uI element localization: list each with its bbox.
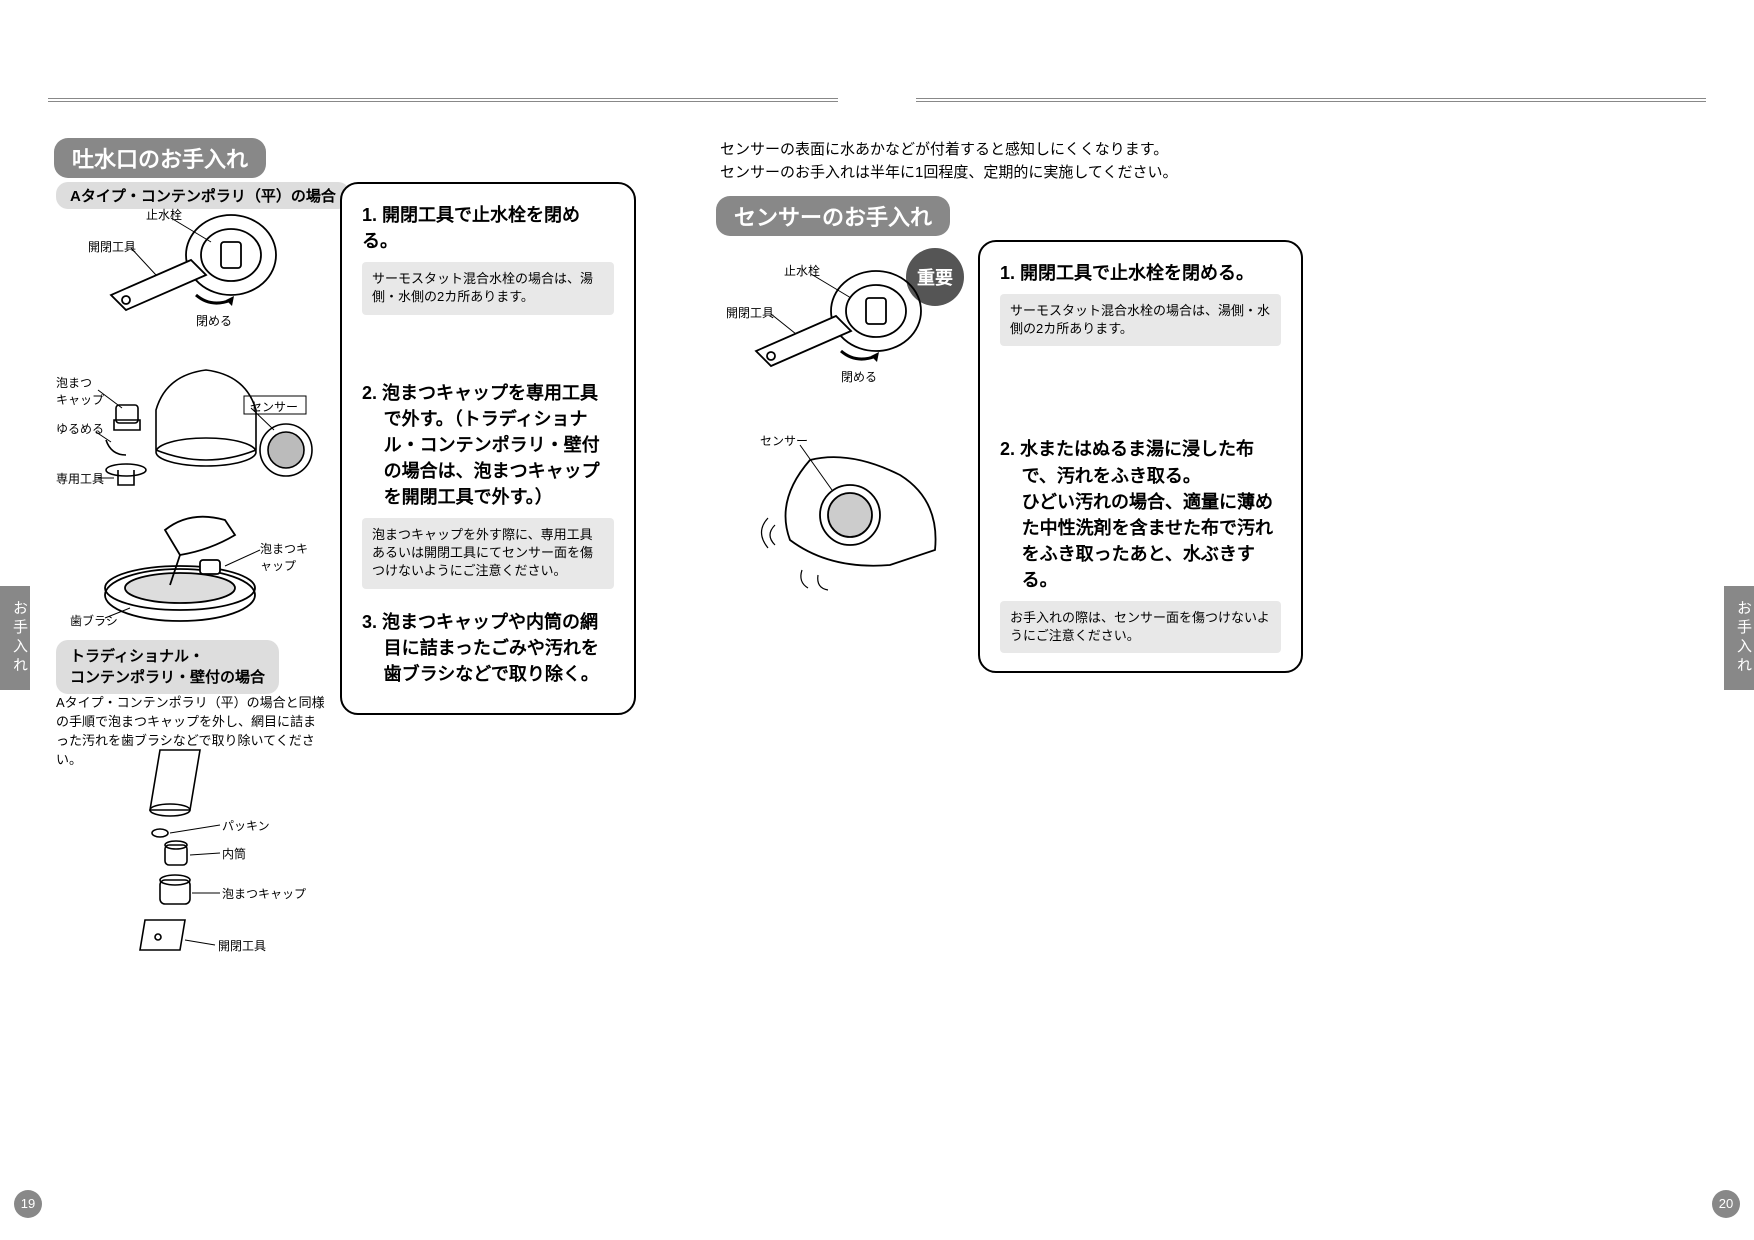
step-note: サーモスタット混合水栓の場合は、湯側・水側の2カ所あります。	[362, 262, 614, 314]
step-title: 1. 開閉工具で止水栓を閉める。	[362, 202, 614, 254]
step-3: 3. 泡まつキャップや内筒の網目に詰まったごみや汚れを歯ブラシなどで取り除く。	[362, 609, 614, 687]
label-sensor: センサー	[250, 398, 298, 415]
side-tab-left: お手入れ	[0, 586, 30, 690]
label-stop-valve: 止水栓	[146, 206, 182, 223]
intro-text: センサーの表面に水あかなどが付着すると感知しにくくなります。 センサーのお手入れ…	[720, 138, 1360, 185]
label-tool-r: 開閉工具	[726, 304, 774, 321]
step-title: 2. 水またはぬるま湯に浸した布で、汚れをふき取る。 ひどい汚れの場合、適量に薄…	[1000, 436, 1281, 593]
step-title: 2. 泡まつキャップを専用工具で外す。（トラディショナル・コンテンポラリ・壁付の…	[362, 380, 614, 510]
figure-valve-right: 止水栓 開閉工具 閉める	[716, 256, 976, 406]
figure-sensor-clean: センサー	[730, 430, 970, 600]
step-1: 1. 開閉工具で止水栓を閉める。 サーモスタット混合水栓の場合は、湯側・水側の2…	[362, 202, 614, 315]
steps-box-left: 1. 開閉工具で止水栓を閉める。 サーモスタット混合水栓の場合は、湯側・水側の2…	[340, 182, 636, 715]
figure-brush: 泡まつキャップ 歯ブラシ	[70, 500, 310, 630]
step-2-r: 2. 水またはぬるま湯に浸した布で、汚れをふき取る。 ひどい汚れの場合、適量に薄…	[1000, 436, 1281, 653]
label-inner: 内筒	[222, 845, 246, 862]
subheader-left-2: トラディショナル・ コンテンポラリ・壁付の場合	[56, 640, 279, 694]
label-close-r: 閉める	[841, 368, 877, 385]
top-rule-right	[916, 98, 1706, 102]
label-loosen: ゆるめる	[56, 420, 104, 437]
label-tool2: 開閉工具	[218, 937, 266, 954]
section-title: 吐水口のお手入れ	[54, 138, 266, 178]
label-close: 閉める	[196, 312, 232, 329]
figure-valve: 止水栓 開閉工具 閉める	[56, 200, 316, 350]
label-packing: パッキン	[222, 817, 270, 834]
side-tab-right: お手入れ	[1724, 586, 1754, 690]
label-brush: 歯ブラシ	[70, 612, 118, 629]
steps-box-right: 1. 開閉工具で止水栓を閉める。 サーモスタット混合水栓の場合は、湯側・水側の2…	[978, 240, 1303, 673]
step-note: 泡まつキャップを外す際に、専用工具あるいは開閉工具にてセンサー面を傷つけないよう…	[362, 518, 614, 589]
step-note: サーモスタット混合水栓の場合は、湯側・水側の2カ所あります。	[1000, 294, 1281, 346]
figure-exploded: パッキン 内筒 泡まつキャップ 開閉工具	[90, 745, 310, 965]
label-stop-valve-r: 止水栓	[784, 262, 820, 279]
step-title: 3. 泡まつキャップや内筒の網目に詰まったごみや汚れを歯ブラシなどで取り除く。	[362, 609, 614, 687]
step-title: 1. 開閉工具で止水栓を閉める。	[1000, 260, 1281, 286]
top-rule-left	[48, 98, 838, 102]
figure-cap-sensor: 泡まつ キャップ ゆるめる 専用工具 センサー	[56, 360, 326, 500]
page-number-left: 19	[14, 1190, 42, 1218]
section-title: センサーのお手入れ	[716, 196, 950, 236]
sub-title-2: トラディショナル・ コンテンポラリ・壁付の場合	[56, 640, 279, 694]
step-note: お手入れの際は、センサー面を傷つけないようにご注意ください。	[1000, 601, 1281, 653]
section-header-right: センサーのお手入れ	[716, 196, 950, 236]
step-2: 2. 泡まつキャップを専用工具で外す。（トラディショナル・コンテンポラリ・壁付の…	[362, 380, 614, 589]
label-cap2: 泡まつキャップ	[260, 540, 310, 574]
step-1-r: 1. 開閉工具で止水栓を閉める。 サーモスタット混合水栓の場合は、湯側・水側の2…	[1000, 260, 1281, 346]
label-cap3: 泡まつキャップ	[222, 885, 306, 902]
label-tool: 開閉工具	[88, 238, 136, 255]
section-header-left: 吐水口のお手入れ	[54, 138, 266, 178]
label-sensor-r: センサー	[760, 432, 808, 449]
label-special-tool: 専用工具	[56, 470, 104, 487]
label-cap: 泡まつ キャップ	[56, 374, 104, 408]
page-number-right: 20	[1712, 1190, 1740, 1218]
